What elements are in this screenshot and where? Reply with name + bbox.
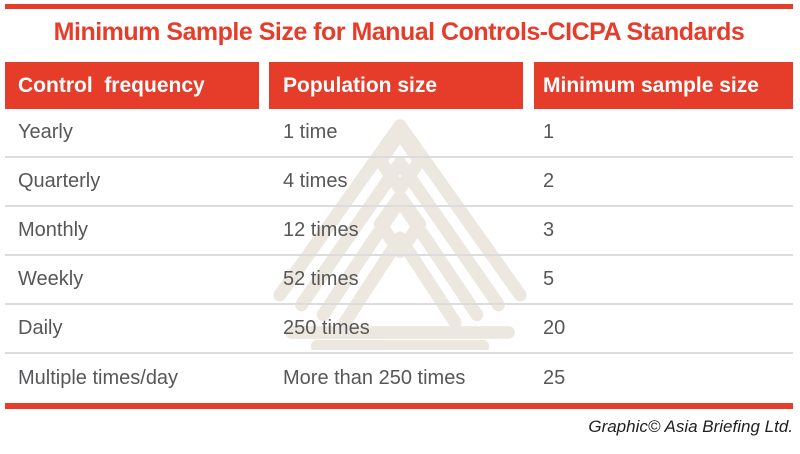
table-row: Quarterly 4 times 2: [5, 158, 793, 207]
cell-frequency: Weekly: [18, 268, 84, 290]
header-minimum-sample-size: Minimum sample size: [534, 62, 793, 109]
asia-briefing-watermark-icon: [273, 119, 527, 350]
top-accent-bar: [5, 4, 793, 9]
cell-frequency: Multiple times/day: [18, 367, 179, 389]
table-row: Monthly 12 times 3: [5, 207, 793, 256]
cell-population: More than 250 times: [283, 367, 466, 389]
header-control-frequency: Control frequency: [5, 62, 259, 109]
header-population-size: Population size: [269, 62, 523, 109]
cell-sample: 20: [543, 317, 566, 339]
cell-sample: 5: [543, 268, 555, 290]
cell-population: 52 times: [283, 268, 359, 290]
cell-population: 4 times: [283, 170, 348, 192]
cell-frequency: Quarterly: [18, 170, 101, 192]
cell-frequency: Daily: [18, 317, 63, 339]
table-row: Weekly 52 times 5: [5, 256, 793, 305]
cell-sample: 1: [543, 121, 555, 143]
table-row: Multiple times/day More than 250 times 2…: [5, 354, 793, 403]
page-title: Minimum Sample Size for Manual Controls-…: [53, 18, 745, 46]
table-row: Yearly 1 time 1: [5, 109, 793, 158]
bottom-accent-bar: [5, 403, 793, 409]
cell-population: 250 times: [283, 317, 370, 339]
table-row: Daily 250 times 20: [5, 305, 793, 354]
cell-population: 1 time: [283, 121, 338, 143]
cell-sample: 3: [543, 219, 555, 241]
cell-frequency: Monthly: [18, 219, 89, 241]
cell-frequency: Yearly: [18, 121, 73, 143]
cell-sample: 25: [543, 367, 566, 389]
cell-sample: 2: [543, 170, 555, 192]
credit-line: Graphic© Asia Briefing Ltd.: [588, 417, 793, 436]
table-body: Yearly 1 time 1 Quarterly 4 times 2 Mont…: [5, 109, 793, 403]
table-header-row: Control frequency Population size Minimu…: [5, 62, 793, 109]
cell-population: 12 times: [283, 219, 359, 241]
